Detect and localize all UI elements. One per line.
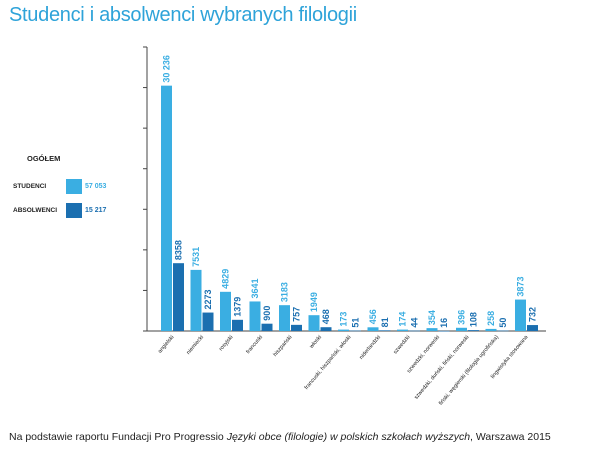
data-label: 44: [410, 318, 420, 328]
data-label: 456: [368, 309, 378, 324]
bar-studenci: [308, 315, 320, 331]
data-label: 3641: [250, 278, 260, 298]
data-label: 108: [469, 312, 479, 327]
data-label: 468: [321, 309, 331, 324]
legend-heading: OGÓŁEM: [27, 154, 61, 163]
source-note: Na podstawie raportu Fundacji Pro Progre…: [9, 431, 589, 443]
category-label: szwedzki, duński, fiński, norweski: [413, 334, 470, 400]
bar-studenci: [485, 328, 497, 331]
category-label: szwedzki: [393, 334, 412, 355]
category-label: włoski: [308, 334, 323, 350]
legend-value-absolwenci: 15 217: [85, 207, 107, 214]
bar-studenci: [338, 329, 349, 331]
data-label: 757: [292, 307, 302, 322]
data-label: 1379: [233, 297, 243, 317]
bar-studenci: [515, 299, 526, 331]
category-label: rosyjski: [218, 334, 234, 352]
category-label: angielski: [157, 334, 175, 354]
legend-label-studenci: STUDENCI: [13, 183, 47, 190]
data-label: 30 236: [162, 55, 172, 83]
bar-absolwenci: [202, 312, 214, 331]
bar-absolwenci: [350, 330, 361, 332]
category-label: szwedzki, norweski: [406, 334, 441, 374]
source-report-title: Języki obce (filologie) w polskich szkoł…: [226, 431, 471, 443]
legend-value-studenci: 57 053: [85, 183, 107, 190]
bar-absolwenci: [468, 330, 479, 331]
chart-title: Studenci i absolwenci wybranych filologi…: [9, 4, 357, 26]
legend-label-absolwenci: ABSOLWENCI: [13, 207, 58, 214]
legend-item-studenci: STUDENCI 57 053: [13, 179, 133, 195]
bar-absolwenci: [173, 263, 184, 331]
category-label: francuski: [245, 334, 264, 355]
data-label: 81: [380, 317, 390, 327]
bar-absolwenci: [261, 323, 273, 331]
bar-studenci: [367, 327, 379, 331]
data-label: 3183: [280, 282, 290, 302]
bar-absolwenci: [438, 330, 450, 332]
data-label: 2273: [203, 290, 213, 310]
data-label: 50: [498, 318, 508, 328]
bar-studenci: [161, 85, 172, 331]
bar-absolwenci: [379, 330, 391, 331]
source-suffix: , Warszawa 2015: [470, 431, 551, 443]
bar-absolwenci: [320, 327, 332, 331]
source-prefix: Na podstawie raportu Fundacji Pro Progre…: [9, 431, 227, 443]
bar-absolwenci: [497, 330, 509, 332]
bar-studenci: [397, 329, 408, 331]
legend-item-absolwenci: ABSOLWENCI 15 217: [13, 203, 133, 219]
bar-studenci: [220, 291, 231, 331]
category-label: niderlandzki: [359, 334, 382, 360]
data-label: 8358: [174, 240, 184, 260]
bar-absolwenci: [232, 319, 243, 331]
bar-studenci: [279, 305, 290, 331]
data-label: 732: [528, 307, 538, 322]
data-label: 396: [457, 310, 467, 325]
data-label: 3873: [516, 277, 526, 297]
category-label: niemiecki: [186, 334, 205, 355]
data-label: 900: [262, 306, 272, 321]
legend-swatch-studenci: [66, 179, 82, 194]
data-label: 7531: [191, 247, 201, 267]
category-label: fiński, węgierski (filologia ugrofińska): [438, 334, 500, 406]
bar-studenci: [190, 269, 202, 331]
category-label: hiszpański: [272, 334, 293, 358]
data-label: 258: [486, 311, 496, 326]
legend-swatch-absolwenci: [66, 203, 82, 218]
bar-absolwenci: [291, 324, 302, 331]
bar-absolwenci: [527, 325, 538, 331]
bar-studenci: [249, 301, 261, 331]
bar-studenci: [456, 327, 467, 331]
data-label: 173: [339, 312, 349, 327]
data-label: 51: [351, 318, 361, 328]
data-label: 1949: [309, 292, 319, 312]
data-label: 16: [439, 318, 449, 328]
bar-absolwenci: [409, 330, 420, 332]
data-label: 4829: [221, 269, 231, 289]
bar-studenci: [426, 328, 438, 331]
data-label: 174: [398, 312, 408, 327]
legend: OGÓŁEM STUDENCI 57 053 ABSOLWENCI 15 217: [13, 154, 133, 224]
data-label: 354: [427, 310, 437, 325]
